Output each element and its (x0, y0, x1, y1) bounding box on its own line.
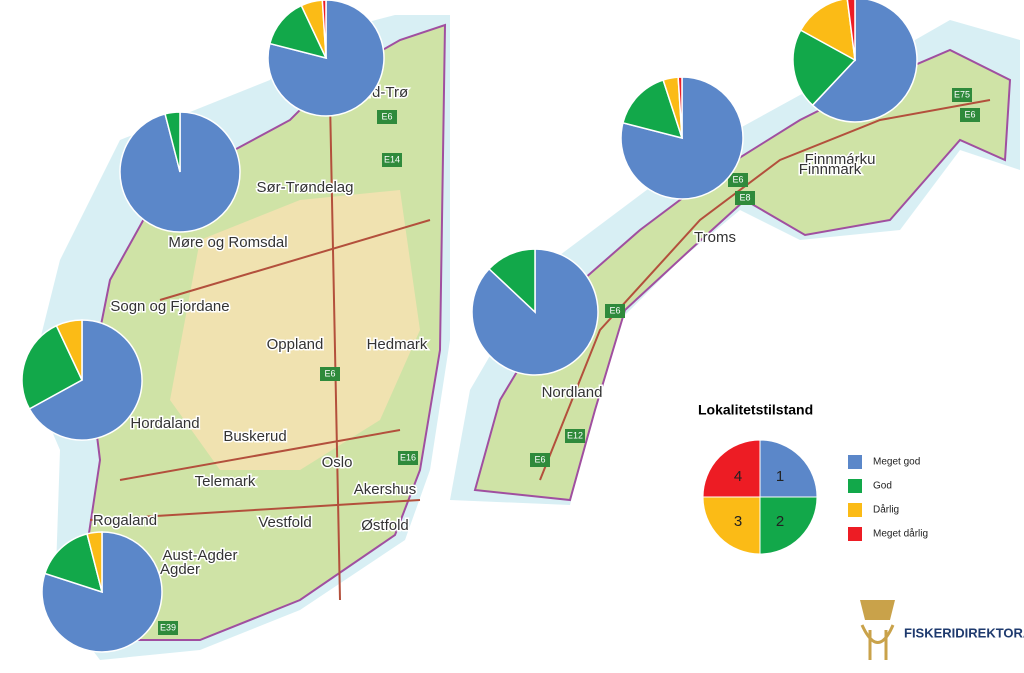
road-sign (565, 429, 585, 443)
place-label: Rogaland (93, 512, 157, 529)
legend-quadrant (759, 439, 818, 498)
pie-slice (21, 324, 83, 410)
pie-slice (792, 29, 857, 107)
road-label: E6 (732, 174, 743, 184)
legend-number: 2 (776, 513, 784, 530)
road-sign (158, 621, 178, 635)
pie-slice (41, 531, 163, 653)
legend-number: 3 (734, 513, 742, 530)
legend-quadrant (759, 496, 818, 555)
pie-slice (28, 319, 143, 441)
road-sign (530, 453, 550, 467)
place-label: Hedmark (367, 336, 428, 353)
road-sign (320, 367, 340, 381)
logo: FISKERIDIREKTORAT (860, 600, 1024, 660)
road-sign (960, 108, 980, 122)
road-label: E16 (400, 452, 416, 462)
place-label: Akershus (354, 481, 417, 498)
pie-slice (846, 0, 856, 61)
road-sign (377, 110, 397, 124)
road-sign (605, 304, 625, 318)
place-label: Vestfold (258, 514, 311, 531)
pie-slice (164, 111, 181, 173)
place-label: Finnmark (799, 161, 862, 178)
legend-number: 1 (776, 468, 784, 485)
legend-swatch (848, 503, 862, 517)
place-label: Nordland (542, 384, 603, 401)
pie-slice (55, 319, 83, 381)
place-label: Hordaland (130, 415, 199, 432)
road-label: E75 (954, 89, 970, 99)
place-label: Finnmárku (805, 151, 876, 168)
legend-swatch (848, 527, 862, 541)
pie-slice (799, 0, 856, 62)
road-label: E39 (160, 622, 176, 632)
legend-label: God (873, 481, 892, 492)
legend-label: Dårlig (873, 504, 899, 516)
place-label: Sogn og Fjordane (110, 298, 229, 315)
place-label: Østfold (361, 517, 409, 534)
road-label: E6 (609, 305, 620, 315)
pie-slice (488, 248, 536, 314)
place-label: Møre og Romsdal (168, 234, 287, 251)
place-label: Troms (694, 229, 736, 246)
legend-label: Meget god (873, 457, 920, 468)
road-sign (398, 451, 418, 465)
legend-number: 4 (734, 468, 742, 485)
pie-slice (43, 532, 104, 594)
pie-slice (321, 0, 327, 59)
legend-swatch (848, 455, 862, 469)
place-label: Agder (160, 561, 200, 578)
logo-text: FISKERIDIREKTORAT (904, 625, 1024, 640)
road-label: E6 (964, 109, 975, 119)
road-sign (735, 191, 755, 205)
road-label: E8 (739, 192, 750, 202)
road-label: E14 (384, 154, 400, 164)
road-label: E12 (567, 430, 583, 440)
road-label: E6 (381, 111, 392, 121)
place-label: Oslo (322, 454, 353, 471)
road-label: E6 (534, 454, 545, 464)
pie-slice (677, 76, 683, 139)
road-sign (382, 153, 402, 167)
legend-quadrant (702, 439, 761, 498)
road-sign (952, 88, 972, 102)
legend-title: Lokalitetstilstand (698, 402, 813, 418)
place-label: Telemark (195, 473, 256, 490)
road-sign (728, 173, 748, 187)
legend-swatch (848, 479, 862, 493)
place-label: Sør-Trøndelag (257, 179, 354, 196)
road-label: E6 (324, 368, 335, 378)
legend-label: Meget dårlig (873, 528, 928, 540)
pie-slice (86, 531, 103, 593)
pie-slice (811, 0, 918, 123)
legend-quadrant (702, 496, 761, 555)
place-label: Buskerud (223, 428, 286, 445)
place-label: Aust-Agder (162, 547, 237, 564)
pie-slice (268, 4, 328, 60)
place-label: Oppland (267, 336, 324, 353)
